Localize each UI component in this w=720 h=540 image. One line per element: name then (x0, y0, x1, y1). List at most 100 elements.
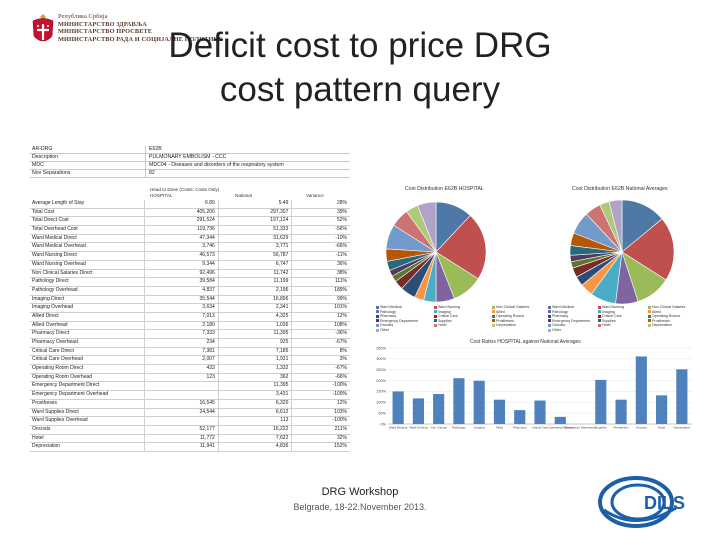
bar-category-label: Pathology (452, 426, 466, 430)
value-cell: 123 (145, 373, 219, 382)
value-cell: 108% (334, 321, 347, 328)
value-cell: 16,545 (145, 399, 219, 408)
table-row: Oncosts 52,177 16,222 211% (30, 425, 350, 435)
value-cell: 925 (219, 339, 293, 347)
legend-swatch (598, 314, 601, 318)
legend-label: Depreciation (496, 323, 517, 328)
value-cell: 6,320 (219, 399, 293, 408)
pie-national-slice (621, 218, 675, 281)
value-cell: 1,931 (219, 356, 293, 365)
cost-category-cell: Depreciation (30, 443, 146, 451)
bar-category-label: Prostheses (614, 426, 630, 430)
drg-info-table: AR-DRG E62B Description PULMONARY EMBOLISM… (30, 146, 350, 178)
bar-category-label: Critical Care (532, 426, 549, 430)
legend-label: Depreciation (652, 323, 673, 328)
cost-category-cell: Ward Supplies Overhead (30, 417, 146, 425)
value-cell: -36% (335, 330, 347, 337)
value-cell: 92,496 (145, 269, 219, 278)
serbia-crest-icon (32, 14, 54, 42)
value-cell: 4,837 (145, 286, 219, 295)
value-cell: -10% (335, 234, 347, 241)
legend-item: Supplies (598, 319, 616, 323)
bar-category-label: Emergency Department (565, 426, 597, 430)
table-row: Pathology Direct 39,584 11,199 111% (30, 278, 350, 287)
footer-workshop: DRG Workshop (321, 486, 399, 498)
legend-swatch (548, 328, 551, 332)
value-cell: 32% (336, 434, 347, 441)
bar-ratio (453, 378, 465, 424)
legend-label: Operating Rooms (652, 314, 681, 319)
value-cell: -100% (332, 391, 347, 398)
value-cell: 39,584 (145, 278, 219, 286)
bar-ratio (656, 395, 668, 424)
legend-label: Emergency Department (552, 318, 590, 323)
legend-swatch (598, 323, 601, 327)
cost-category-cell: Pathology Overhead (30, 286, 146, 295)
table-row: Average Length of Stay 6.89 5.49 28% (30, 200, 350, 209)
legend-item: Emergency Department (376, 319, 418, 323)
value-cell: 11,941 (145, 443, 219, 451)
value-cell: 24,544 (145, 408, 219, 417)
legend-item: Allied (492, 310, 505, 314)
value-cell: -66% (335, 373, 347, 380)
table-row: Total Direct Cost 291,524 197,124 52% (30, 217, 350, 227)
legend-item: Ward Medical (376, 305, 402, 309)
value-cell: 1,036 (219, 321, 293, 330)
footer: DRG Workshop Belgrade, 18-22.November 20… (270, 485, 450, 514)
value-cell: 405,200 (145, 208, 219, 217)
table-row: Hotel 11,772 7,622 32% (30, 434, 350, 444)
legend-label: Pharmacy (552, 314, 569, 319)
legend-item: Operating Rooms (492, 314, 524, 318)
value-cell: 103% (334, 408, 347, 415)
value-cell (145, 417, 219, 425)
cost-category-cell: Imaging Direct (30, 295, 146, 304)
table-row: Ward Supplies Direct 24,544 6,612 103% (30, 408, 350, 418)
value-cell: 7,622 (219, 434, 293, 443)
legend-item: Pharmacy (548, 314, 568, 318)
table-row: Imaging Direct 35,544 16,896 99% (30, 295, 350, 305)
legend-label: Ward Nursing (602, 305, 624, 309)
legend-swatch (376, 305, 379, 309)
legend-item: Ward Medical (548, 305, 574, 309)
legend-item: Critical Care (434, 314, 458, 318)
legend-label: Supplies (438, 318, 452, 323)
table-row: Operating Room Direct 433 1,332 -67% (30, 365, 350, 374)
value-cell: 12% (336, 399, 347, 406)
legend-swatch (548, 323, 551, 327)
value-cell: 36% (336, 260, 347, 267)
legend-label: Pharmacy (380, 314, 397, 319)
pie-right-legend: Ward Medical Ward Nursing Non Clinical Sal… (548, 305, 698, 335)
bar-category-label: Oncosts (636, 426, 648, 430)
legend-item: Pathology (376, 310, 396, 314)
legend-swatch (376, 314, 379, 318)
value-cell: 8% (339, 347, 347, 354)
table-row: Operating Room Overhead 123 362 -66% (30, 373, 350, 383)
legend-label: Ward Nursing (438, 305, 460, 309)
drg-info-value: E62B (149, 146, 162, 152)
slide-title-line-2: cost pattern query (219, 70, 501, 109)
value-cell: 7,333 (145, 330, 219, 338)
value-cell: 189% (334, 286, 347, 293)
legend-item: Prostheses (492, 319, 514, 323)
cost-category-cell: Average Length of Stay (30, 200, 146, 208)
bar-ratio (392, 391, 404, 424)
value-cell: 3% (339, 356, 347, 363)
cost-category-cell: Emergency Department Overhead (30, 391, 146, 399)
legend-label: Non Clinical Salaries (496, 305, 530, 309)
legend-swatch (548, 305, 551, 309)
legend-item: Hotel (598, 323, 610, 327)
value-cell: 16,896 (219, 295, 293, 304)
bar-ratio (534, 400, 546, 424)
pie-chart-hospital (385, 201, 487, 303)
legend-label: Other (552, 328, 561, 332)
bar-category-label: Non Clinical (431, 426, 447, 430)
value-cell: 6,747 (219, 260, 293, 269)
legend-item: Oncosts (376, 323, 393, 327)
legend-swatch (598, 305, 601, 309)
legend-swatch (376, 328, 379, 332)
cost-table: Average Length of Stay 6.89 5.49 28% Total C… (30, 200, 350, 452)
legend-label: Hotel (438, 323, 447, 328)
legend-item: Pathology (548, 310, 568, 314)
cost-category-cell: Prostheses (30, 399, 146, 408)
value-cell: 52% (336, 217, 347, 224)
